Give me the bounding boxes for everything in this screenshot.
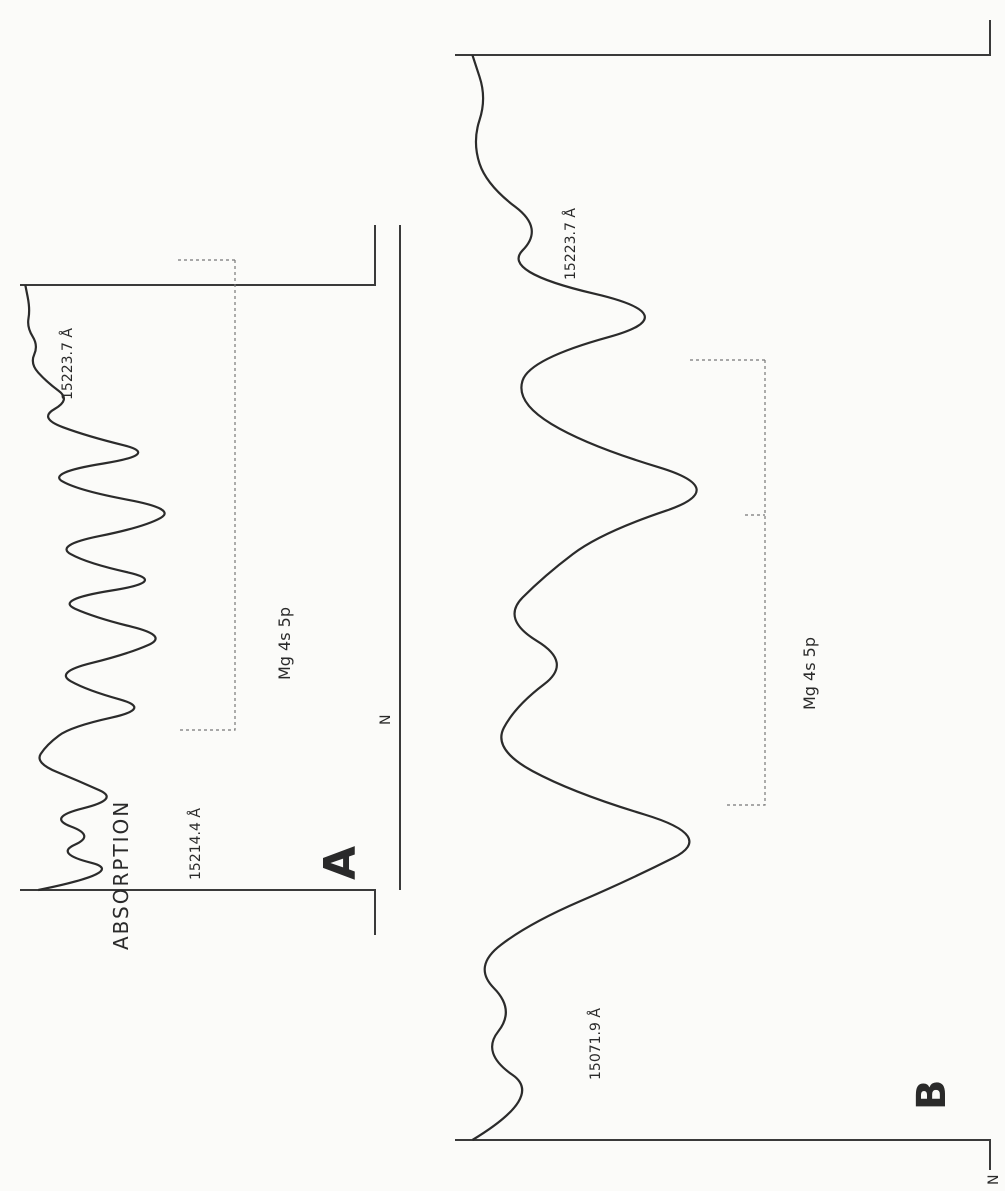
panel-a-line-right-label: 15223.7 Å xyxy=(59,328,76,400)
panel-b-frame-top xyxy=(455,20,991,56)
panel-b-corner-mark: N xyxy=(986,1175,1002,1185)
panel-a-ylabel: ABSORPTION xyxy=(109,800,133,950)
panel-b-line-right-label: 15223.7 Å xyxy=(562,208,579,280)
panel-a-letter: A xyxy=(315,846,366,880)
panel-a xyxy=(20,225,401,935)
panel-a-line-left-label: 15214.4 Å xyxy=(187,808,204,880)
panel-b-band-bracket xyxy=(725,360,766,806)
panel-a-frame-top xyxy=(20,225,376,286)
panel-a-corner-mark: N xyxy=(378,715,394,725)
panel-a-spectrum-line xyxy=(24,284,166,892)
panel-b-letter: B xyxy=(909,1080,955,1111)
panel-a-frame-bottom xyxy=(20,889,376,935)
panel-a-band-label: Mg 4s 5p xyxy=(275,607,294,680)
panel-b-band-label: Mg 4s 5p xyxy=(800,637,819,710)
panel-a-band-bracket xyxy=(178,260,236,731)
panel-b-line-left-label: 15071.9 Å xyxy=(587,1008,604,1080)
panel-b-spectrum-line xyxy=(471,54,698,1141)
panel-b-frame-bottom xyxy=(455,1139,991,1170)
panel-b xyxy=(455,20,991,1170)
